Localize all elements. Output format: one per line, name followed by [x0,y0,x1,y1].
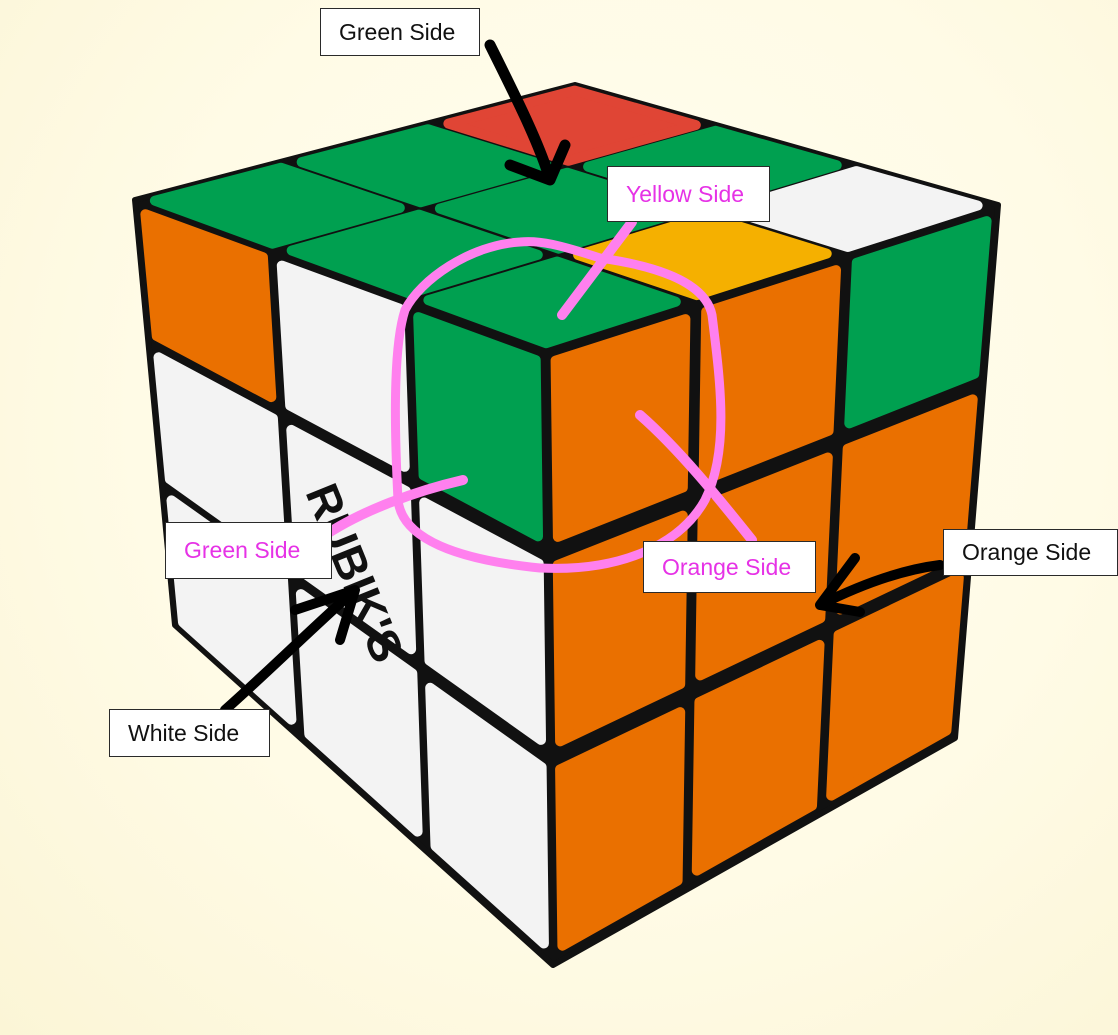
label-orange-side-right: Orange Side [943,529,1118,576]
label-green-side-left: Green Side [165,522,332,579]
cube-stickers [140,85,992,951]
label-orange-side-center: Orange Side [643,541,816,593]
label-green-side-top: Green Side [320,8,480,56]
black-arrow-white [220,585,360,715]
sticker-top-0-2-red [443,85,701,166]
sticker-left-2-1-white [295,589,423,837]
sticker-left-0-1-white [276,260,410,472]
pink-pointer-yellow [557,217,637,320]
sticker-right-2-2-orange [826,572,964,801]
sticker-left-2-2-white [425,682,549,949]
pink-pointer-orange [635,410,757,545]
sticker-top-1-0-green [286,209,543,299]
pink-pointer-green [313,475,468,545]
label-yellow-side: Yellow Side [607,166,770,222]
sticker-left-0-0-orange [140,209,277,403]
sticker-top-2-1-yellow [573,211,832,301]
sticker-top-2-0-green [423,256,681,349]
label-white-side: White Side [109,709,270,757]
sticker-top-2-2-white [722,166,983,252]
sticker-right-2-0-orange [555,707,686,951]
sticker-right-0-0-orange [550,314,691,542]
black-arrow-top [484,39,571,186]
sticker-right-0-1-orange [698,265,841,486]
sticker-right-2-1-orange [691,639,825,876]
sticker-top-0-0-green [149,162,405,249]
pink-highlight-loop [390,237,726,573]
black-arrow-right [815,553,945,617]
sticker-right-0-2-green [844,216,992,429]
